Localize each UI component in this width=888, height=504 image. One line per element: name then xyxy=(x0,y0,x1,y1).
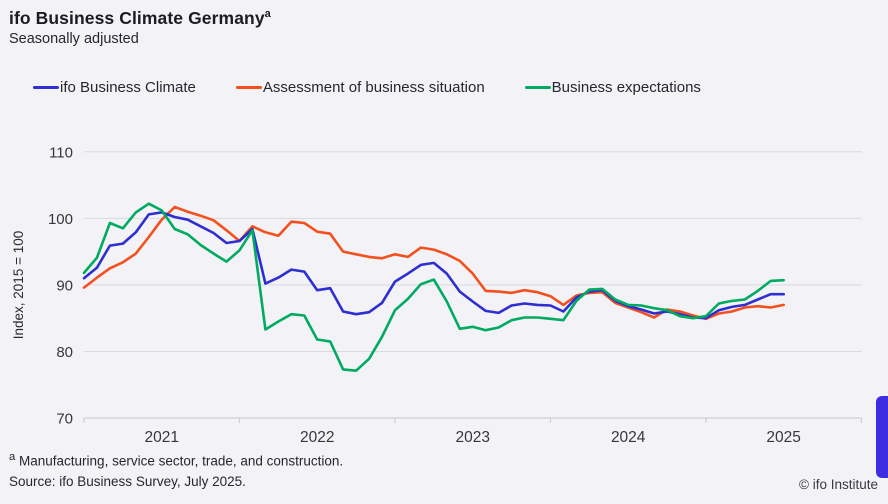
series-line-ifo-business-climate xyxy=(82,211,786,320)
title-superscript: a xyxy=(264,8,271,21)
y-tick-label-70: 70 xyxy=(56,411,73,428)
footnote-superscript: a xyxy=(9,451,16,463)
page-subtitle: Seasonally adjusted xyxy=(9,31,139,47)
legend-swatch-icon xyxy=(33,85,59,90)
x-tick-label-2025: 2025 xyxy=(766,429,800,446)
footnote: a Manufacturing, service sector, trade, … xyxy=(9,451,343,469)
y-tick-label-110: 110 xyxy=(49,144,73,161)
side-panel-tab[interactable] xyxy=(876,396,888,478)
x-tick-label-2021: 2021 xyxy=(144,429,178,446)
x-tick-label-2024: 2024 xyxy=(611,429,646,446)
legend-swatch-icon xyxy=(235,85,262,90)
series-line-business-expectations xyxy=(82,202,786,373)
legend-item-assessment-of-business-situation: Assessment of business situation xyxy=(235,79,485,96)
footnote-text: Manufacturing, service sector, trade, an… xyxy=(15,453,344,469)
legend-item-business-expectations: Business expectations xyxy=(524,79,701,96)
copyright-credit: © ifo Institute xyxy=(799,477,878,492)
y-tick-label-100: 100 xyxy=(48,211,73,228)
page-title-text: ifo Business Climate Germany xyxy=(9,8,265,28)
x-tick-label-2022: 2022 xyxy=(300,429,334,446)
y-tick-label-90: 90 xyxy=(56,277,73,294)
legend-label: Business expectations xyxy=(551,79,701,96)
x-tick-label-2023: 2023 xyxy=(455,429,489,446)
legend-label: Assessment of business situation xyxy=(262,79,485,96)
legend-swatch-icon xyxy=(524,85,551,90)
legend-item-ifo-business-climate: ifo Business Climate xyxy=(33,79,196,96)
y-tick-label-80: 80 xyxy=(56,344,73,361)
source-line: Source: ifo Business Survey, July 2025. xyxy=(9,474,246,489)
legend-label: ifo Business Climate xyxy=(60,79,196,96)
y-axis-title: Index, 2015 = 100 xyxy=(11,231,26,339)
page-title: ifo Business Climate Germanya xyxy=(9,8,271,29)
chart-legend: ifo Business Climate Assessment of busine… xyxy=(33,79,701,96)
